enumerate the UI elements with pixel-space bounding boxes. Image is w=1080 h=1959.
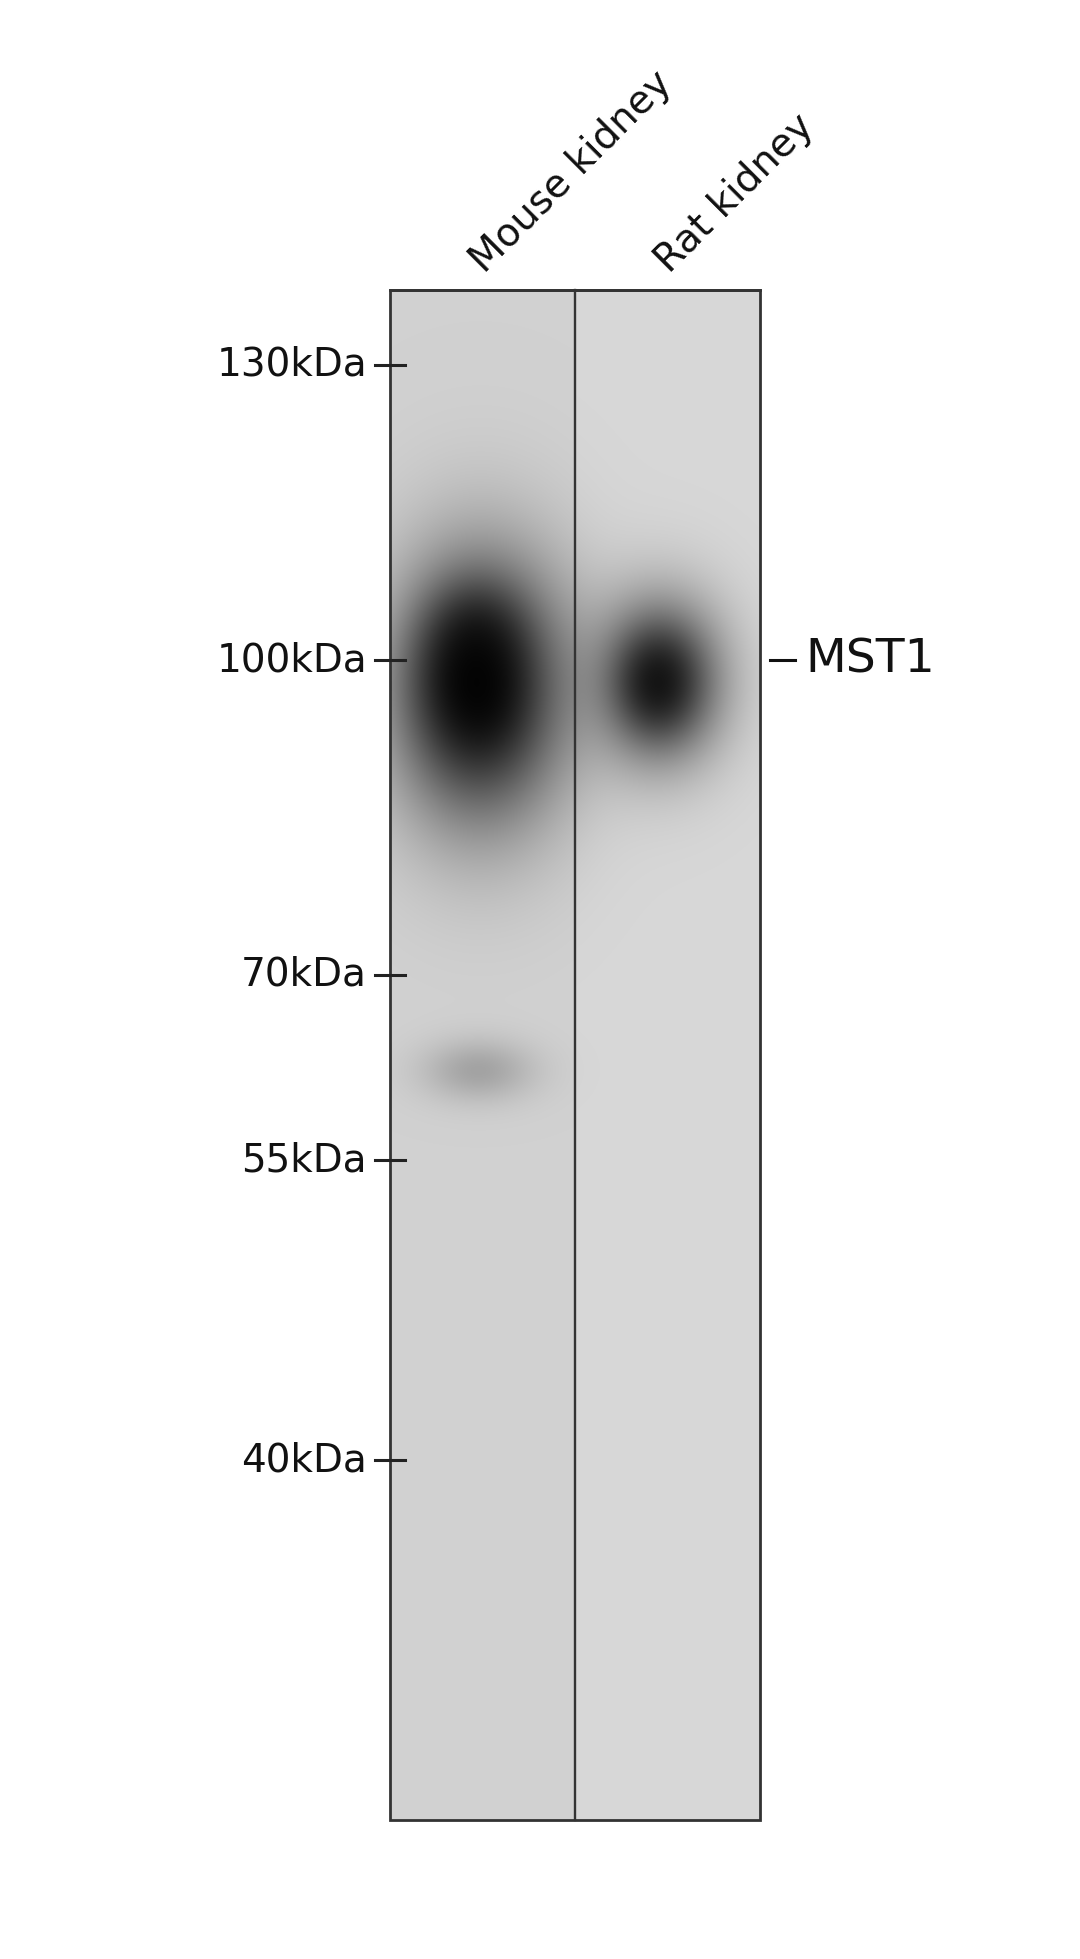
Text: Mouse kidney: Mouse kidney [463, 65, 679, 280]
Text: 55kDa: 55kDa [242, 1140, 367, 1179]
Text: 130kDa: 130kDa [216, 347, 367, 384]
Text: Rat kidney: Rat kidney [648, 108, 821, 280]
Bar [390, 290, 760, 1820]
Text: 40kDa: 40kDa [241, 1442, 367, 1479]
Text: 70kDa: 70kDa [241, 956, 367, 993]
Text: 100kDa: 100kDa [216, 641, 367, 680]
Text: MST1: MST1 [805, 637, 935, 682]
